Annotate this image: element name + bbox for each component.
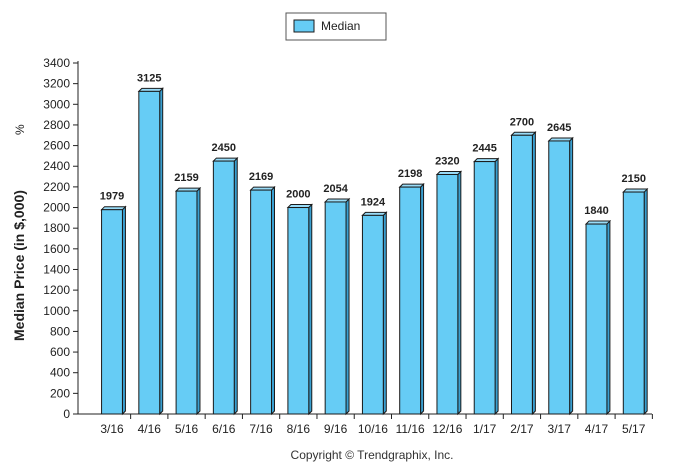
y-axis-ticks: 0 200 400 600 800 1000 1200 1400 1600 1800 2000 220… — [43, 56, 78, 421]
y-tick-label: 400 — [50, 366, 70, 380]
bar — [212, 156, 239, 416]
x-tick-label: 4/17 — [585, 422, 609, 436]
bar-front — [361, 214, 384, 415]
copyright-text: Copyright © Trendgraphix, Inc. — [291, 448, 454, 462]
y-tick-label: 0 — [63, 407, 70, 421]
y-tick-label: 3200 — [43, 77, 70, 91]
data-label: 2169 — [249, 171, 273, 183]
bar-front — [324, 201, 347, 415]
y-tick-label: 2400 — [43, 159, 70, 173]
y-tick-label: 3000 — [43, 97, 70, 111]
x-tick-label: 3/16 — [100, 422, 124, 436]
x-tick-label: 5/16 — [175, 422, 199, 436]
bar — [398, 182, 425, 416]
bar-front — [287, 207, 310, 415]
x-axis-ticks: 3/16 4/16 5/16 6/16 7/16 8/16 9/16 10/16 11/16 12… — [100, 414, 653, 436]
y-tick-label: 1400 — [43, 262, 70, 276]
chart-legend: Median — [285, 12, 387, 41]
y-axis-title-group: Median Price (in $,000) % — [11, 124, 27, 341]
data-label: 1979 — [100, 191, 124, 203]
bar — [323, 197, 351, 416]
bar-front — [436, 173, 459, 415]
y-tick-label: 200 — [50, 386, 70, 400]
x-tick-label: 3/17 — [548, 422, 572, 436]
bar — [286, 203, 313, 416]
bar-front — [510, 134, 533, 415]
x-tick-label: 9/16 — [324, 422, 348, 436]
bar-front — [138, 90, 161, 415]
bar-front — [473, 161, 496, 415]
x-tick-label: 6/16 — [212, 422, 236, 436]
bar-front — [175, 190, 198, 415]
bar-front — [548, 140, 571, 415]
data-label: 2700 — [510, 116, 534, 128]
data-label: 3125 — [137, 72, 161, 84]
y-tick-label: 2800 — [43, 118, 70, 132]
y-tick-label: 3400 — [43, 56, 70, 70]
x-tick-label: 12/16 — [432, 422, 462, 436]
bar — [100, 205, 127, 416]
data-labels: 1979 3125 2159 2450 2169 2000 2054 1924 2198 2320… — [100, 72, 646, 217]
legend-label-median: Median — [321, 19, 360, 33]
bar — [510, 131, 537, 416]
x-tick-label: 10/16 — [358, 422, 388, 436]
y-tick-label: 2600 — [43, 139, 70, 153]
bar-series-median — [100, 87, 649, 416]
y-tick-label: 2200 — [43, 180, 70, 194]
data-label: 2150 — [621, 173, 645, 185]
data-label: 1924 — [361, 196, 386, 208]
data-label: 2000 — [286, 189, 310, 201]
bar-front — [622, 191, 645, 415]
bar — [137, 87, 164, 416]
bar-front — [250, 189, 273, 415]
data-label: 2159 — [174, 172, 198, 184]
x-tick-label: 5/17 — [622, 422, 646, 436]
x-tick-label: 1/17 — [473, 422, 497, 436]
bar-front — [212, 160, 235, 415]
y-tick-label: 2000 — [43, 201, 70, 215]
data-label: 2450 — [212, 142, 236, 154]
data-label: 1840 — [584, 205, 608, 217]
y-tick-label: 600 — [50, 345, 70, 359]
y-tick-label: 1800 — [43, 221, 70, 235]
data-label: 2198 — [398, 168, 422, 180]
x-tick-label: 4/16 — [138, 422, 162, 436]
y-tick-label: 1000 — [43, 304, 70, 318]
data-label: 2645 — [547, 122, 571, 134]
bar — [174, 186, 202, 416]
y-axis-title-suffix: % — [13, 124, 27, 135]
y-tick-label: 1200 — [43, 283, 70, 297]
bar — [547, 136, 574, 416]
x-tick-label: 8/16 — [287, 422, 311, 436]
y-tick-label: 800 — [50, 324, 70, 338]
bar — [473, 157, 500, 416]
bar-front — [399, 186, 422, 415]
bar — [622, 187, 649, 416]
bar — [249, 185, 276, 416]
bar — [361, 211, 388, 416]
bar-front — [585, 223, 608, 415]
legend-swatch — [293, 19, 315, 33]
data-label: 2445 — [472, 143, 496, 155]
data-label: 2054 — [323, 183, 348, 195]
y-tick-label: 1600 — [43, 242, 70, 256]
x-tick-label: 2/17 — [510, 422, 534, 436]
bar — [584, 219, 612, 416]
x-tick-label: 11/16 — [396, 422, 425, 436]
y-axis-title: Median Price (in $,000) — [11, 190, 27, 341]
bar-front — [101, 209, 123, 415]
bar — [435, 170, 463, 416]
data-label: 2320 — [435, 155, 459, 167]
x-tick-label: 7/16 — [249, 422, 273, 436]
